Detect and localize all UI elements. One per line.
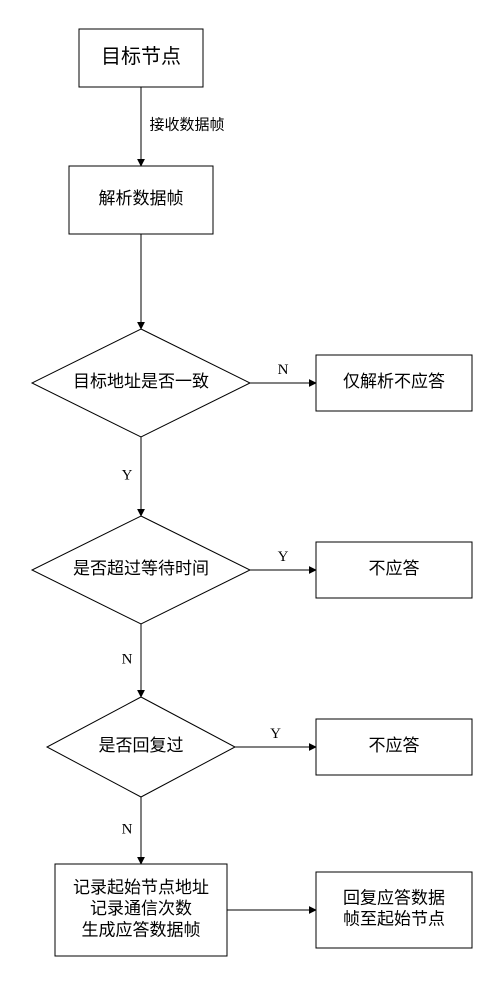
svg-text:记录起始节点地址记录通信次数生成应答数据帧: 记录起始节点地址记录通信次数生成应答数据帧 [73,878,209,940]
edge-label: 接收数据帧 [149,117,224,134]
edge-label: N [122,822,133,838]
edge-label: Y [122,468,133,484]
svg-text:不应答: 不应答 [369,559,420,578]
edge-label: Y [270,726,281,742]
edge-label: Y [278,549,289,565]
svg-text:是否回复过: 是否回复过 [99,736,184,755]
edge-label: N [122,652,133,668]
node-n_only: 仅解析不应答 [316,355,472,411]
svg-text:仅解析不应答: 仅解析不应答 [343,372,445,391]
node-n_record: 记录起始节点地址记录通信次数生成应答数据帧 [55,864,227,956]
svg-text:不应答: 不应答 [369,736,420,755]
flowchart-diagram: 接收数据帧 Y N N N Y Y 目标节点解析数据帧目标地址是否一致是否超过等待时间是否回复… [0,0,500,1000]
node-n_start: 目标节点 [79,29,203,87]
node-d_reply: 是否回复过 [47,697,235,797]
node-n_resp: 回复应答数据帧至起始节点 [316,872,472,948]
node-n_no1: 不应答 [316,542,472,598]
edge-label: N [278,362,289,378]
node-d_addr: 目标地址是否一致 [32,329,250,437]
svg-text:是否超过等待时间: 是否超过等待时间 [73,559,209,578]
node-n_parse: 解析数据帧 [69,166,213,234]
node-n_no2: 不应答 [316,719,472,775]
svg-text:解析数据帧: 解析数据帧 [99,189,184,208]
svg-text:目标节点: 目标节点 [101,45,181,68]
node-d_wait: 是否超过等待时间 [32,516,250,624]
svg-text:目标地址是否一致: 目标地址是否一致 [73,372,209,391]
